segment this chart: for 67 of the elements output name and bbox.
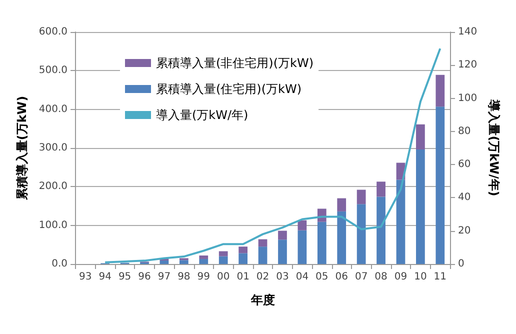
x-tick-label: 96 — [138, 272, 151, 282]
bar — [317, 222, 326, 264]
bar — [436, 106, 445, 264]
bar — [337, 198, 346, 212]
bar — [416, 150, 425, 264]
x-tick-label: 01 — [236, 272, 250, 282]
bar — [436, 74, 445, 107]
bar — [376, 182, 386, 197]
y-tick-label: 500.0 — [38, 65, 68, 76]
bar — [218, 251, 228, 256]
x-tick-label: 99 — [197, 272, 210, 282]
x-tick-label: 07 — [354, 272, 368, 282]
bar — [278, 230, 287, 240]
y2-tick-label: 0 — [458, 258, 464, 270]
bar — [396, 180, 406, 264]
x-tick-label: 95 — [118, 272, 132, 282]
legend-label: 導入量(万kW/年) — [156, 108, 248, 122]
x-tick-label: 10 — [414, 272, 427, 282]
x-tick-label: 97 — [158, 272, 171, 282]
bar — [258, 246, 268, 264]
bar — [416, 124, 425, 150]
bar — [160, 260, 169, 264]
bar — [179, 260, 188, 264]
bar — [199, 255, 208, 259]
bar — [376, 196, 386, 264]
y2-tick-label: 80 — [458, 126, 471, 137]
bar — [258, 239, 268, 247]
y-tick-label: 600.0 — [38, 26, 68, 38]
x-axis-title: 年度 — [250, 293, 275, 307]
x-tick-label: 00 — [216, 272, 230, 282]
x-tick-label: 02 — [256, 272, 270, 282]
bar — [199, 258, 208, 264]
y2-tick-label: 20 — [458, 225, 471, 236]
x-tick-label: 03 — [276, 272, 289, 282]
legend-label: 累積導入量(住宅用)(万kW) — [156, 82, 302, 96]
x-tick-label: 11 — [434, 272, 447, 282]
bar — [298, 230, 307, 264]
y-tick-label: 400.0 — [38, 104, 68, 115]
line-series — [104, 48, 442, 264]
x-tick-label: 06 — [335, 272, 348, 282]
y2-tick-label: 120 — [458, 60, 478, 71]
y2-tick-label: 40 — [458, 192, 471, 204]
bar — [356, 190, 366, 204]
bar — [337, 211, 346, 264]
x-tick-label: 93 — [79, 272, 92, 282]
bar — [238, 253, 248, 264]
y-tick-label: 100.0 — [38, 220, 68, 231]
x-tick-label: 98 — [178, 272, 190, 282]
bar — [356, 204, 366, 264]
y-tick-label: 0.0 — [52, 258, 68, 270]
bar — [298, 220, 307, 230]
y2-tick-label: 100 — [458, 92, 478, 104]
x-tick-label: 94 — [98, 272, 112, 282]
legend-label: 累積導入量(非住宅用)(万kW) — [156, 56, 314, 70]
y2-axis-title: 導入量(万kW/年) — [487, 98, 501, 196]
bar — [218, 256, 228, 264]
y2-tick-label: 60 — [458, 159, 471, 170]
x-tick-label: 09 — [394, 272, 408, 282]
y-axis-title: 累積導入量(万kW) — [15, 96, 29, 202]
y-tick-label: 300.0 — [38, 142, 68, 154]
x-tick-label: 04 — [296, 272, 309, 282]
bar — [238, 246, 248, 254]
x-tick-label: 08 — [374, 272, 388, 282]
y2-tick-label: 140 — [458, 26, 478, 38]
x-tick-label: 05 — [316, 272, 328, 282]
y-tick-label: 200.0 — [38, 181, 68, 192]
bar — [278, 240, 287, 264]
